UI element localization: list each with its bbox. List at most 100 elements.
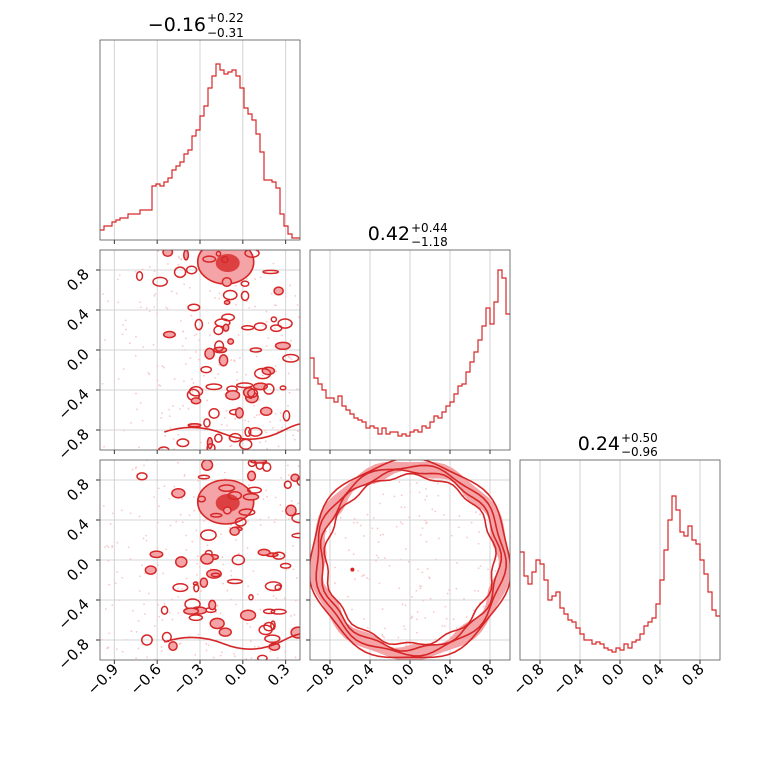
sample-point bbox=[189, 357, 192, 360]
sample-point bbox=[293, 438, 296, 441]
sample-point bbox=[230, 598, 232, 601]
sample-point bbox=[409, 483, 412, 485]
contour-island bbox=[274, 341, 291, 351]
sample-point bbox=[287, 356, 290, 358]
sample-point bbox=[366, 513, 369, 516]
contour-island bbox=[144, 565, 157, 575]
sample-point bbox=[376, 527, 379, 530]
sample-point bbox=[168, 408, 170, 411]
sample-point bbox=[148, 310, 151, 313]
contour-island bbox=[270, 608, 287, 615]
contour-island bbox=[235, 382, 254, 389]
sample-point bbox=[107, 646, 110, 649]
sample-point bbox=[249, 625, 252, 628]
sample-point bbox=[234, 418, 236, 420]
title-param-0: −0.16 bbox=[148, 14, 206, 36]
sample-point bbox=[339, 516, 342, 519]
sample-point bbox=[419, 585, 421, 587]
sample-point bbox=[379, 534, 382, 537]
sample-point bbox=[397, 636, 400, 639]
sample-point bbox=[415, 589, 418, 592]
sample-point bbox=[216, 605, 219, 607]
title-param-1-minus: −1.18 bbox=[411, 235, 448, 249]
sample-point bbox=[108, 632, 111, 635]
sample-point bbox=[334, 532, 336, 535]
sample-point bbox=[290, 615, 293, 617]
sample-point bbox=[297, 502, 300, 505]
sample-point bbox=[477, 590, 480, 593]
tick-label-y-4: 0.8 bbox=[63, 475, 93, 505]
sample-point bbox=[184, 337, 187, 340]
sample-point bbox=[360, 575, 363, 578]
contour-island bbox=[208, 599, 217, 611]
sample-point bbox=[344, 537, 347, 539]
contour-island bbox=[238, 438, 253, 450]
sample-point bbox=[265, 431, 268, 434]
sample-point bbox=[154, 293, 157, 295]
sample-point bbox=[236, 379, 238, 381]
sample-point bbox=[107, 559, 110, 562]
sample-point bbox=[288, 474, 290, 476]
sample-point bbox=[160, 650, 163, 652]
contour-island bbox=[204, 347, 215, 360]
tick-label-x-2: 0.0 bbox=[388, 660, 418, 690]
sample-point bbox=[287, 372, 290, 375]
contour-island bbox=[240, 280, 250, 287]
contour-island bbox=[279, 385, 287, 391]
contour-island bbox=[273, 286, 284, 296]
sample-point bbox=[153, 306, 156, 308]
sample-point bbox=[135, 335, 137, 338]
sample-point bbox=[273, 521, 276, 524]
sample-point bbox=[116, 541, 119, 544]
panel-0-0-axes bbox=[113, 40, 287, 244]
sample-point bbox=[180, 258, 183, 261]
sample-point bbox=[116, 648, 118, 650]
sample-point bbox=[223, 471, 226, 474]
sample-point bbox=[415, 482, 418, 485]
sample-point bbox=[198, 339, 201, 342]
sample-point bbox=[102, 293, 104, 295]
panel-1-1-frame bbox=[309, 249, 511, 451]
contour-island bbox=[205, 383, 223, 391]
panel-1-0-axes: −0.8−0.4 0.0 0.4 0.8 bbox=[54, 250, 300, 464]
panel-2-0-frame bbox=[99, 459, 301, 661]
sample-point bbox=[104, 339, 107, 341]
contour-island bbox=[199, 577, 209, 588]
sample-point bbox=[145, 534, 148, 537]
tick-label-y-2: 0.0 bbox=[63, 345, 93, 375]
sample-point bbox=[206, 399, 209, 402]
sample-point bbox=[130, 630, 133, 633]
sample-point bbox=[470, 521, 473, 524]
sample-point bbox=[429, 597, 432, 600]
sample-point bbox=[225, 409, 228, 412]
sample-point bbox=[146, 656, 148, 659]
sample-point bbox=[118, 599, 121, 602]
sample-point bbox=[419, 587, 422, 590]
sample-point bbox=[265, 310, 268, 313]
sample-point bbox=[281, 426, 283, 429]
sample-point bbox=[162, 572, 165, 575]
sample-point bbox=[169, 524, 172, 527]
sample-point bbox=[137, 620, 140, 622]
sample-point bbox=[117, 378, 120, 380]
sample-point bbox=[352, 553, 355, 555]
sample-point bbox=[287, 405, 289, 407]
sample-point bbox=[172, 438, 175, 440]
sample-point bbox=[209, 334, 211, 337]
sample-point bbox=[118, 274, 121, 277]
sample-point bbox=[411, 596, 413, 598]
sample-point bbox=[219, 654, 222, 657]
sample-point bbox=[352, 521, 355, 524]
sample-point bbox=[143, 464, 145, 467]
sample-point bbox=[233, 655, 236, 658]
histogram-1 bbox=[310, 269, 510, 437]
sample-point bbox=[163, 366, 165, 369]
sample-point bbox=[264, 440, 267, 443]
sample-point bbox=[255, 355, 258, 358]
contour-island bbox=[168, 640, 178, 652]
sample-point bbox=[265, 345, 268, 347]
sample-point bbox=[172, 405, 174, 408]
sample-point bbox=[107, 546, 110, 549]
sample-point bbox=[161, 412, 163, 415]
